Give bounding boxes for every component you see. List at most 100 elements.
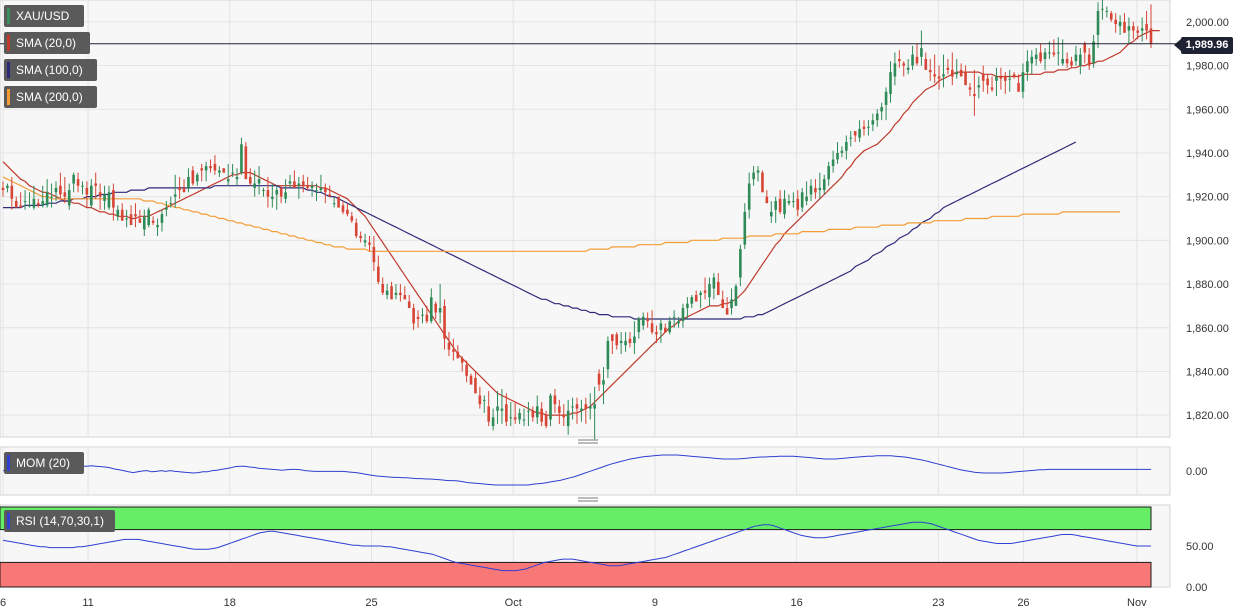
candle-body xyxy=(668,321,672,333)
candle xyxy=(734,284,738,306)
candle xyxy=(946,58,950,75)
candle-body xyxy=(845,142,848,151)
candle xyxy=(615,332,619,350)
candle-body xyxy=(50,196,53,198)
candle xyxy=(275,185,279,210)
candle xyxy=(769,201,773,223)
candle-body xyxy=(363,240,367,243)
candle-body xyxy=(1092,41,1095,64)
candle xyxy=(716,273,720,295)
candlesticks xyxy=(1,0,1153,440)
candle xyxy=(1105,6,1109,18)
candle-body xyxy=(390,286,393,300)
legend-swatch-icon xyxy=(7,513,10,529)
candle xyxy=(187,168,190,193)
candle xyxy=(756,166,760,182)
candle-body xyxy=(553,395,557,405)
legend-rsi[interactable]: RSI (14,70,30,1) xyxy=(4,510,115,532)
candle xyxy=(1087,48,1091,70)
candle xyxy=(257,166,261,195)
candle xyxy=(452,338,455,361)
candle-body xyxy=(955,72,959,75)
candle-body xyxy=(1026,61,1029,73)
candle-body xyxy=(19,205,22,208)
candle xyxy=(429,288,433,324)
legend-sma-200[interactable]: SMA (200,0) xyxy=(4,86,97,108)
candle xyxy=(778,190,782,215)
candle xyxy=(332,196,336,208)
candle-body xyxy=(151,220,155,223)
candle-body xyxy=(606,340,610,370)
candle-body xyxy=(469,375,473,385)
candle-body xyxy=(977,85,981,88)
candle-body xyxy=(28,205,31,207)
candle xyxy=(421,308,424,324)
candle-body xyxy=(902,63,906,66)
candle xyxy=(496,391,499,424)
candle xyxy=(178,176,181,199)
candle-body xyxy=(880,107,883,112)
candle-body xyxy=(875,113,879,121)
momentum-panel-bg xyxy=(0,446,1171,496)
candle xyxy=(783,190,786,219)
candle xyxy=(875,109,879,127)
candle-body xyxy=(562,415,566,418)
candle xyxy=(368,235,371,252)
candle xyxy=(125,209,128,228)
legend-label: SMA (20,0) xyxy=(16,36,77,50)
candle-body xyxy=(1065,58,1069,64)
splitter-handle-top[interactable] xyxy=(578,439,598,444)
legend-sma-100[interactable]: SMA (100,0) xyxy=(4,59,97,81)
candle-body xyxy=(858,128,861,138)
candle-body xyxy=(708,284,711,298)
candle-body xyxy=(394,292,398,295)
candle xyxy=(169,196,173,208)
candle xyxy=(235,168,239,186)
x-axis: 6 11 18 25 Oct 9 16 23 26 Nov xyxy=(0,597,1147,609)
candle-body xyxy=(85,187,89,195)
candle-body xyxy=(893,63,897,77)
candle-body xyxy=(699,292,702,295)
candle-body xyxy=(460,358,464,363)
candle-body xyxy=(703,290,707,293)
candle xyxy=(606,336,610,379)
candle-body xyxy=(226,179,230,182)
candle xyxy=(575,397,579,424)
candle-body xyxy=(1145,24,1148,31)
candle xyxy=(743,203,747,250)
candle-body xyxy=(734,286,738,306)
splitter-handle-bottom[interactable] xyxy=(578,497,598,502)
y-tick-label: 1,900.00 xyxy=(1186,235,1229,247)
candle-body xyxy=(792,201,795,203)
candle xyxy=(809,179,813,202)
legend-momentum[interactable]: MOM (20) xyxy=(4,452,84,474)
y-tick-label: 0.00 xyxy=(1186,582,1207,594)
candle-body xyxy=(231,172,234,174)
candle xyxy=(1140,17,1144,42)
candle xyxy=(204,161,208,182)
candle-body xyxy=(487,406,490,422)
candle-body xyxy=(165,207,168,210)
candle-body xyxy=(619,340,623,344)
candle xyxy=(399,284,402,302)
candle xyxy=(377,255,380,285)
candle xyxy=(1101,0,1104,20)
candle-body xyxy=(615,334,619,346)
candle-body xyxy=(1101,8,1104,10)
candle-body xyxy=(1114,19,1117,25)
candle xyxy=(513,402,517,424)
candle-body xyxy=(575,404,579,409)
candle-body xyxy=(752,172,755,180)
candle-body xyxy=(805,196,808,202)
candle-body xyxy=(650,323,654,333)
legend-sma-20[interactable]: SMA (20,0) xyxy=(4,32,90,54)
candle xyxy=(279,185,283,204)
candle xyxy=(465,360,468,383)
candle xyxy=(840,146,844,158)
legend-xauusd[interactable]: XAU/USD xyxy=(4,5,84,27)
candle xyxy=(787,194,791,206)
candle xyxy=(558,399,561,424)
candle-body xyxy=(266,190,270,197)
candle-body xyxy=(67,190,71,206)
